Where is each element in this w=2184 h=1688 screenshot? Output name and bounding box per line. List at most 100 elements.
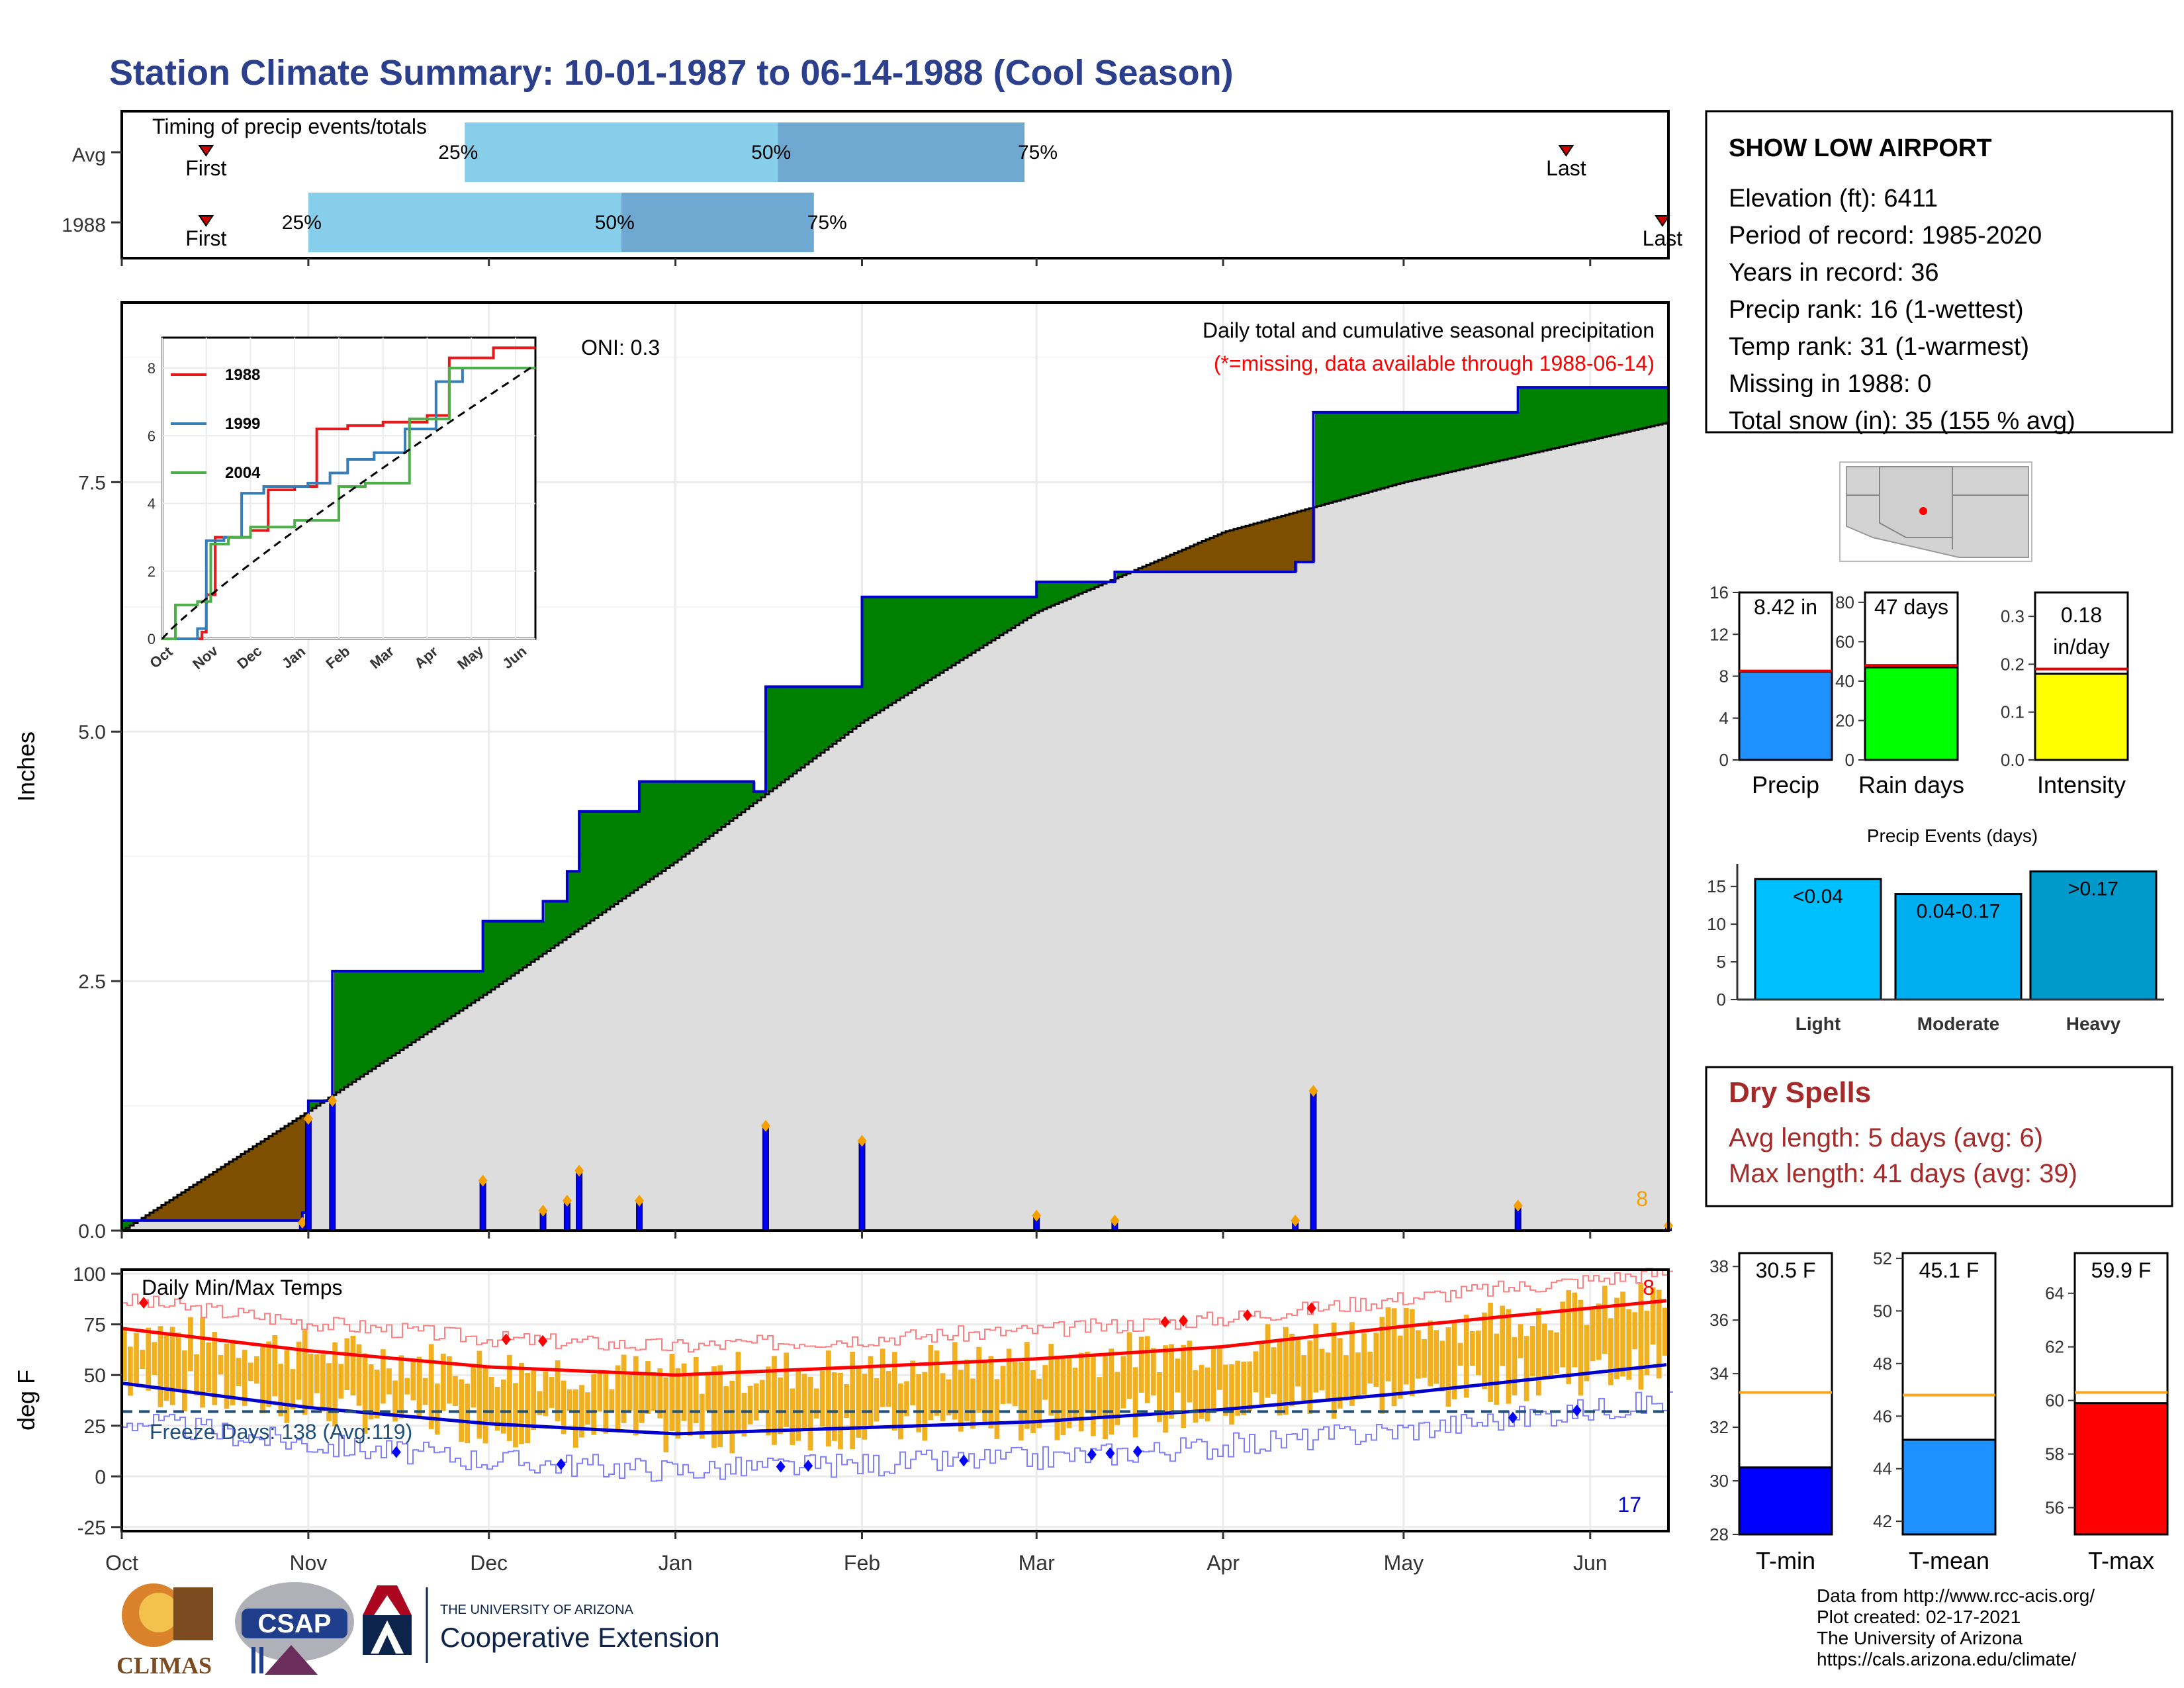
daily-temp-bar: [1620, 1291, 1625, 1377]
above-average-fill: [1533, 387, 1536, 453]
summary-bar-tick-label: 80: [1835, 592, 1854, 612]
above-average-fill: [791, 686, 794, 775]
above-average-fill: [584, 811, 587, 925]
above-average-fill: [668, 781, 670, 867]
daily-temp-bar: [1361, 1333, 1367, 1395]
above-average-fill: [876, 596, 879, 713]
above-average-fill: [918, 596, 921, 687]
above-average-fill: [970, 596, 972, 654]
daily-temp-bar: [675, 1368, 681, 1439]
daily-temp-bar: [844, 1384, 849, 1419]
below-average-fill: [1184, 549, 1187, 573]
above-average-fill: [378, 971, 381, 1065]
summary-bar: [1738, 671, 1833, 761]
record-high-marker: [139, 1296, 149, 1309]
above-average-fill: [1474, 412, 1477, 467]
daily-temp-bar: [825, 1350, 831, 1447]
daily-temp-bar: [1524, 1336, 1529, 1401]
daily-temp-bar: [1235, 1360, 1241, 1416]
above-average-fill: [711, 781, 714, 835]
precip-event-marker: [574, 1164, 584, 1177]
daily-temp-bar: [459, 1379, 464, 1442]
daily-temp-bar: [471, 1364, 477, 1408]
above-average-fill: [1482, 412, 1484, 465]
daily-temp-bar: [940, 1373, 946, 1421]
precip-y-tick-label: 7.5: [78, 472, 106, 494]
daily-temp-bar: [681, 1363, 687, 1421]
daily-temp-bar: [1018, 1362, 1024, 1441]
above-average-fill: [338, 971, 341, 1092]
dry-spells-avg: Avg length: 5 days (avg: 6): [1729, 1123, 2043, 1152]
summary-bar-tick-label: 16: [1709, 583, 1729, 602]
below-average-fill: [1234, 529, 1236, 573]
above-average-fill: [461, 971, 464, 1009]
station-info-line: Elevation (ft): 6411: [1729, 185, 1938, 212]
daily-temp-bar: [994, 1379, 1000, 1439]
above-average-fill: [775, 686, 778, 787]
above-average-fill: [600, 811, 603, 914]
above-average-fill: [1494, 412, 1496, 462]
above-average-fill: [1416, 412, 1419, 480]
timing-last-label: Last: [1546, 156, 1586, 180]
record-high-marker: [1160, 1316, 1170, 1328]
above-average-fill: [1317, 412, 1320, 506]
daily-temp-bar: [1048, 1344, 1054, 1416]
above-average-fill: [674, 781, 676, 863]
above-average-fill: [1331, 412, 1334, 502]
above-average-fill: [854, 686, 857, 727]
below-average-fill: [233, 1159, 236, 1221]
daily-temp-bar: [567, 1389, 572, 1411]
daily-temp-bar: [1367, 1351, 1373, 1383]
above-average-fill: [1091, 582, 1093, 589]
above-average-fill: [733, 781, 736, 818]
above-average-fill: [433, 971, 436, 1028]
below-average-fill: [1246, 526, 1248, 573]
above-average-fill: [445, 971, 448, 1020]
above-average-fill: [856, 686, 859, 726]
below-average-fill: [1265, 520, 1268, 573]
below-average-fill: [1188, 547, 1191, 573]
daily-temp-bar: [296, 1341, 302, 1400]
above-average-fill: [1637, 387, 1639, 430]
below-average-fill: [251, 1147, 253, 1221]
above-average-fill: [1504, 412, 1506, 460]
below-average-fill: [1226, 531, 1228, 573]
below-average-fill: [235, 1158, 238, 1221]
month-tick-label: Dec: [470, 1551, 508, 1575]
above-average-fill: [1432, 412, 1435, 476]
above-average-fill: [727, 781, 730, 823]
above-average-fill: [511, 921, 514, 976]
above-average-fill: [1446, 412, 1449, 473]
daily-temp-bar: [374, 1370, 380, 1419]
above-average-fill: [1019, 596, 1022, 623]
above-average-fill: [1571, 387, 1574, 445]
daily-temp-bar: [603, 1370, 609, 1434]
below-average-fill: [1196, 543, 1199, 573]
inset-y-tick-label: 0: [148, 631, 156, 647]
daily-temp-bar: [621, 1354, 627, 1423]
month-tick-label: Jun: [1573, 1551, 1608, 1575]
above-average-fill: [614, 811, 617, 904]
daily-temp-bar: [1084, 1351, 1090, 1411]
above-average-fill: [543, 921, 545, 954]
above-average-fill: [648, 781, 651, 881]
daily-temp-bar: [1253, 1351, 1259, 1393]
above-average-fill: [1079, 582, 1081, 594]
above-average-fill: [485, 921, 488, 994]
timing-title: Timing of precip events/totals: [152, 115, 427, 138]
daily-temp-bar: [1409, 1309, 1415, 1397]
above-average-fill: [1379, 412, 1381, 489]
below-average-fill: [1285, 514, 1288, 573]
timing-q25-label: 25%: [438, 142, 478, 164]
below-average-fill: [152, 1211, 154, 1221]
above-average-fill: [1027, 596, 1030, 618]
below-average-fill: [1289, 514, 1292, 573]
below-average-fill: [1160, 559, 1163, 573]
above-average-fill: [1633, 387, 1635, 431]
daily-temp-bar: [134, 1333, 139, 1385]
daily-temp-bar: [1590, 1307, 1596, 1362]
below-average-fill: [1218, 534, 1220, 573]
daily-temp-bar: [1313, 1323, 1319, 1393]
above-average-fill: [1611, 387, 1614, 436]
daily-temp-bar: [1295, 1340, 1300, 1387]
